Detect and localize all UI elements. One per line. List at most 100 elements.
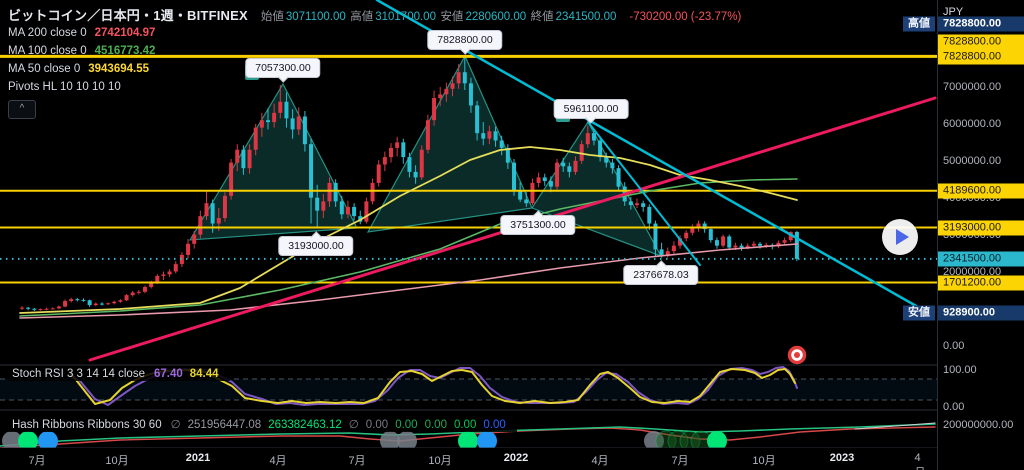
time-tick: 7月: [348, 455, 366, 467]
play-button[interactable]: [882, 219, 918, 255]
stoch-rsi-legend: Stoch RSI 3 3 14 14 close 67.40 84.44: [8, 367, 230, 381]
legend-row[interactable]: Pivots HL 10 10 10 10: [8, 78, 155, 96]
pivot-price-label[interactable]: 2376678.03: [623, 265, 699, 285]
candle-body: [487, 131, 492, 139]
price-tick: 0.00: [943, 401, 965, 413]
candle-body: [339, 201, 344, 215]
alert-marker-dot: [794, 352, 800, 358]
candle-body: [555, 162, 560, 187]
candle-body: [32, 308, 37, 310]
candle-body: [333, 182, 338, 202]
candle-body: [26, 307, 31, 309]
candle-body: [727, 236, 732, 248]
candle-body: [272, 112, 277, 123]
pivot-price-label[interactable]: 7828800.00: [427, 30, 503, 50]
legend-value: 4516773.42: [94, 45, 156, 57]
price-badge-yellow: 7828800.00: [938, 49, 1024, 65]
candle-body: [389, 147, 393, 158]
candle-body: [776, 242, 781, 247]
pivot-price-label[interactable]: 3193000.00: [278, 236, 354, 256]
pivot-price-label[interactable]: 7057300.00: [245, 58, 321, 78]
price-badge-yellow: 7828800.00: [938, 34, 1024, 50]
hash-signal-gray-circle: [380, 431, 400, 451]
candle-body: [481, 133, 486, 139]
candle-body: [44, 308, 49, 310]
indicator-legend: MA 200 close 0 2742104.97 MA 100 close 0…: [8, 24, 155, 119]
candle-body: [751, 243, 756, 246]
hash-signal-green-circle: [707, 431, 727, 451]
candle-body: [641, 203, 646, 207]
candle-body: [419, 149, 424, 178]
candle-body: [671, 245, 676, 252]
legend-collapse-button[interactable]: ^: [8, 100, 36, 119]
candle-body: [739, 245, 744, 248]
range-tag: 高値: [903, 16, 935, 32]
hash-ribbons-legend-title[interactable]: Hash Ribbons Ribbons 30 60: [12, 419, 162, 431]
time-tick: 2022: [503, 452, 529, 464]
candle-body: [573, 160, 578, 172]
candle-body: [628, 201, 633, 206]
candle-body: [370, 182, 375, 202]
candle-body: [684, 232, 689, 239]
price-axis[interactable]: JPY 7000000.006000000.005000000.00400000…: [903, 0, 1024, 470]
hash-value: 251956447.08: [187, 419, 262, 431]
legend-row[interactable]: MA 50 close 0 3943694.55: [8, 60, 155, 78]
candle-body: [591, 133, 596, 141]
candle-body: [659, 249, 664, 255]
time-axis[interactable]: 7月 10月 2021 4月 7月 10月 2022 4月 7月 10月 2023 4月: [0, 448, 937, 470]
candle-body: [38, 309, 43, 311]
time-tick: 4月: [269, 455, 287, 467]
hash-value: 0.00: [483, 419, 506, 431]
pivot-price-label[interactable]: 5961100.00: [553, 99, 629, 119]
ohlc-高値: 高値 3101700.00: [350, 11, 436, 23]
legend-row[interactable]: MA 100 close 0 4516773.42: [8, 42, 155, 60]
price-badge-yellow: 3193000.00: [938, 220, 1024, 236]
candle-body: [696, 223, 701, 228]
stoch-rsi-legend-title[interactable]: Stoch RSI 3 3 14 14 close: [12, 368, 145, 380]
hash-ribbon-aux-line: [854, 422, 936, 430]
price-badge-cyan: 2341500.00: [938, 251, 1024, 267]
pivot-price-label[interactable]: 3751300.00: [500, 215, 576, 235]
candle-body: [690, 227, 695, 233]
candle-body: [81, 299, 86, 301]
candle-body: [364, 201, 369, 222]
candle-body: [647, 206, 652, 224]
hash-signal-blue-circle: [477, 431, 497, 451]
legend-name: MA 100 close 0: [8, 45, 87, 57]
candle-body: [450, 83, 455, 89]
pattern-triangle-1: [188, 82, 358, 241]
candle-body: [296, 116, 301, 130]
range-tag: 安値: [903, 305, 935, 321]
time-tick: 10月: [428, 455, 452, 467]
candle-body: [425, 120, 430, 150]
ohlc-fields: 始値 3071100.00 高値 3101700.00 安値 2280600.00 終…: [261, 7, 617, 25]
candle-body: [567, 166, 572, 172]
hash-value: 0.00: [424, 419, 447, 431]
candle-body: [20, 307, 24, 309]
candle-body: [561, 162, 566, 167]
price-tick: 200000000.00: [943, 419, 1014, 431]
price-badge-navy: 7828800.00 高値: [903, 16, 1024, 32]
candle-body: [475, 105, 480, 134]
hash-value: 0.00: [453, 419, 477, 431]
candle-body: [345, 206, 350, 215]
candle-body: [155, 275, 160, 283]
price-tick: 5000000.00: [943, 155, 1002, 167]
candle-body: [253, 127, 258, 150]
candle-body: [167, 271, 172, 275]
legend-value: 3943694.55: [88, 63, 149, 75]
candle-body: [512, 162, 516, 191]
candle-body: [530, 182, 535, 204]
candle-body: [321, 201, 326, 211]
legend-row[interactable]: MA 200 close 0 2742104.97: [8, 24, 155, 42]
price-tick: 100.00: [943, 364, 977, 376]
candle-body: [505, 147, 510, 163]
ma-50-line: [19, 146, 798, 314]
candle-body: [499, 140, 504, 148]
candle-body: [438, 94, 443, 99]
stoch-value: 84.44: [189, 368, 219, 380]
symbol-title[interactable]: ビットコイン／日本円・1週・BITFINEX: [8, 8, 248, 23]
hash-value: 263382463.12: [268, 419, 342, 431]
time-tick: 2021: [185, 452, 211, 464]
